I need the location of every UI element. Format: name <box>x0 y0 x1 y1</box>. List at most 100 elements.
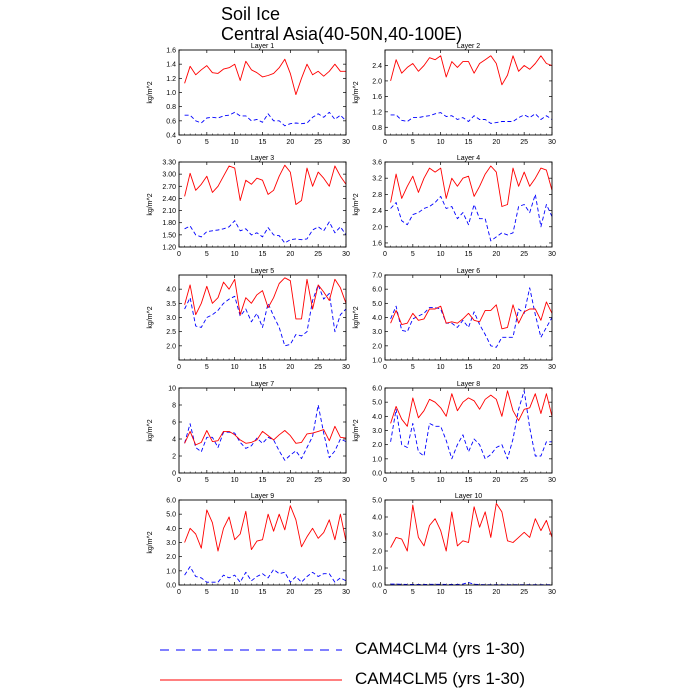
layer-7-xtick-label: 15 <box>259 477 267 484</box>
layer-2-ytick-label: 2.0 <box>372 78 382 85</box>
layer-1-series-clm4-line <box>184 111 347 127</box>
layer-10-ytick-label: 1.0 <box>372 566 382 573</box>
layer-1-title: Layer 1 <box>251 43 274 50</box>
layer-10-ytick-label: 0.0 <box>372 583 382 590</box>
layer-3-series-clm4-line <box>184 220 347 244</box>
layer-9-ytick-label: 0.0 <box>166 583 176 590</box>
layer-6-ytick-label: 2.0 <box>372 343 382 350</box>
layer-1-ytick-label: 1.0 <box>166 90 176 97</box>
layer-4-series-clm5-line <box>390 165 553 207</box>
layer-2-ylabel: kg/m^2 <box>353 81 360 103</box>
layer-8-ytick-label: 4.0 <box>372 414 382 421</box>
layer-2-ytick-label: 1.6 <box>372 94 382 101</box>
layer-10-ytick-label: 5.0 <box>372 498 382 505</box>
layer-6-ytick-label: 7.0 <box>372 273 382 280</box>
layer-9-series-clm5-line <box>184 505 347 552</box>
layer-2-xtick-label: 5 <box>411 139 415 146</box>
layer-1-xtick-label: 0 <box>177 139 181 146</box>
layer-6-series-clm5-line <box>390 301 553 330</box>
layer-2-xtick-label: 15 <box>465 139 473 146</box>
layer-2-xtick-label: 10 <box>437 139 445 146</box>
layer-6-xtick-label: 15 <box>465 364 473 371</box>
layer-4-xtick-label: 5 <box>411 251 415 258</box>
layer-6-series-clm4-line <box>390 287 553 348</box>
layer-3-xtick-label: 30 <box>342 251 350 258</box>
layer-9-xtick-label: 15 <box>259 589 267 596</box>
layer-6-xtick-label: 30 <box>548 364 556 371</box>
layer-1-ytick-label: 0.4 <box>166 133 176 140</box>
layer-3-ytick-label: 2.10 <box>162 208 176 215</box>
layer-8-ytick-label: 5.0 <box>372 400 382 407</box>
layer-7-xtick-label: 30 <box>342 477 350 484</box>
layer-9-series-clm4-line <box>184 566 347 583</box>
layer-8-ytick-label: 3.0 <box>372 428 382 435</box>
layer-2-xtick-label: 30 <box>548 139 556 146</box>
layer-3-ytick-label: 1.50 <box>162 232 176 239</box>
layer-2-series-clm4-line <box>390 112 553 124</box>
layer-7-xtick-label: 20 <box>286 477 294 484</box>
layer-1-ytick-label: 1.2 <box>166 76 176 83</box>
layer-10-title: Layer 10 <box>455 493 482 500</box>
layer-7-xtick-label: 10 <box>231 477 239 484</box>
layer-7-series-clm4-line <box>184 404 347 461</box>
layer-2-xtick-label: 20 <box>492 139 500 146</box>
layer-7-ytick-label: 4 <box>172 437 176 444</box>
layer-5-xtick-label: 20 <box>286 364 294 371</box>
layer-10-ytick-label: 3.0 <box>372 532 382 539</box>
layer-9-xtick-label: 0 <box>177 589 181 596</box>
layer-10-xtick-label: 15 <box>465 589 473 596</box>
layer-8-ylabel: kg/m^2 <box>353 419 360 441</box>
layer-6-ylabel: kg/m^2 <box>353 306 360 328</box>
layer-6-xtick-label: 10 <box>437 364 445 371</box>
layer-5-series-clm4-line <box>184 284 347 347</box>
layer-10-xtick-label: 25 <box>520 589 528 596</box>
layer-1-ytick-label: 1.4 <box>166 62 176 69</box>
layer-5-ytick-label: 2.5 <box>166 329 176 336</box>
layer-3-title: Layer 3 <box>251 155 274 162</box>
layer-2-ytick-label: 0.8 <box>372 125 382 132</box>
layer-9-ytick-label: 5.0 <box>166 512 176 519</box>
layer-1-xtick-label: 25 <box>314 139 322 146</box>
layer-3-xtick-label: 25 <box>314 251 322 258</box>
layer-3-ytick-label: 2.40 <box>162 196 176 203</box>
layer-3-xtick-label: 10 <box>231 251 239 258</box>
layer-5-xtick-label: 0 <box>177 364 181 371</box>
figure-title: Soil Ice <box>221 4 281 24</box>
layer-8-title: Layer 8 <box>457 381 480 388</box>
layer-2-title: Layer 2 <box>457 43 480 50</box>
layer-5-ytick-label: 3.0 <box>166 315 176 322</box>
layer-4-ylabel: kg/m^2 <box>353 193 360 215</box>
layer-9-xtick-label: 5 <box>205 589 209 596</box>
layer-6-ytick-label: 4.0 <box>372 315 382 322</box>
layer-5-ytick-label: 2.0 <box>166 343 176 350</box>
layer-4-xtick-label: 25 <box>520 251 528 258</box>
layer-3-xtick-label: 20 <box>286 251 294 258</box>
layer-4-frame <box>384 161 553 248</box>
layer-8-xtick-label: 10 <box>437 477 445 484</box>
legend-label-clm5: CAM4CLM5 (yrs 1-30) <box>355 669 526 688</box>
layer-1-ytick-label: 0.8 <box>166 104 176 111</box>
layer-1-xtick-label: 15 <box>259 139 267 146</box>
layer-9-frame <box>178 499 347 586</box>
layer-2-frame <box>384 49 553 136</box>
layer-8-ytick-label: 6.0 <box>372 386 382 393</box>
layer-3-ytick-label: 2.70 <box>162 184 176 191</box>
layer-7-xtick-label: 25 <box>314 477 322 484</box>
layer-6-xtick-label: 20 <box>492 364 500 371</box>
layer-6-ytick-label: 5.0 <box>372 301 382 308</box>
layer-9-ytick-label: 6.0 <box>166 498 176 505</box>
layer-7-series-clm5-line <box>184 425 347 446</box>
layer-5-series-clm5-line <box>184 277 347 320</box>
layer-9-xtick-label: 30 <box>342 589 350 596</box>
layer-7-xtick-label: 0 <box>177 477 181 484</box>
layer-9-ytick-label: 2.0 <box>166 554 176 561</box>
layer-4-ytick-label: 1.6 <box>372 240 382 247</box>
layer-5-ytick-label: 3.5 <box>166 301 176 308</box>
layer-10-xtick-label: 0 <box>383 589 387 596</box>
layer-6-xtick-label: 25 <box>520 364 528 371</box>
layer-2-xtick-label: 25 <box>520 139 528 146</box>
layer-7-frame <box>178 387 347 474</box>
layer-9-title: Layer 9 <box>251 493 274 500</box>
layer-4-series-clm4-line <box>390 193 553 242</box>
layer-8-xtick-label: 5 <box>411 477 415 484</box>
